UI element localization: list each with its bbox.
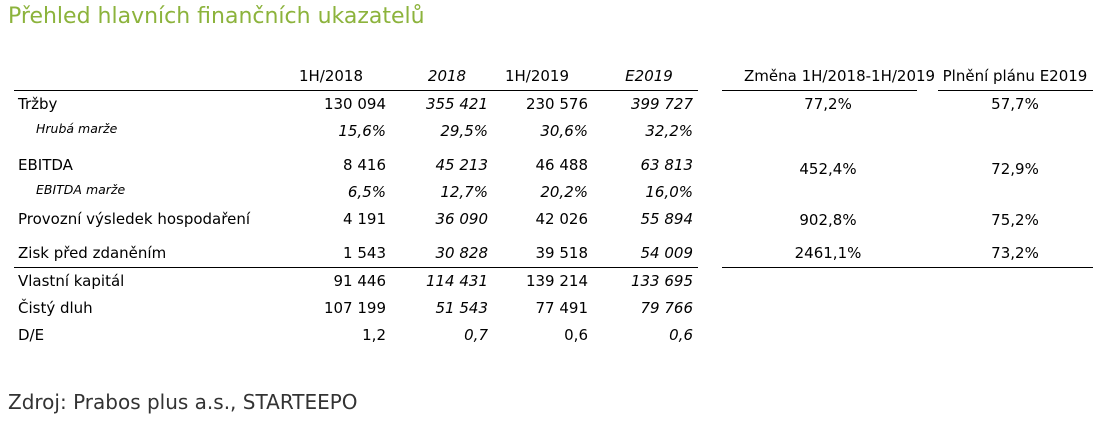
row-label-ebitda-marze: EBITDA marže (36, 182, 126, 197)
table-cell: 0,6 (564, 326, 588, 344)
table-cell: 29,5% (440, 122, 488, 140)
table-cell: 133 695 (630, 272, 693, 290)
table-cell: 45 213 (435, 156, 489, 174)
table-cell: 63 813 (640, 156, 694, 174)
table-cell: 32,2% (645, 122, 693, 140)
plan-cell: 75,2% (991, 211, 1039, 229)
row-label-provozni-vysledek: Provozní výsledek hospodaření (18, 210, 250, 228)
table-cell: 114 431 (425, 272, 488, 290)
table-cell: 20,2% (540, 183, 588, 201)
table-cell: 39 518 (535, 244, 589, 262)
table-cell: 130 094 (323, 95, 386, 113)
row-label-cisty-dluh: Čistý dluh (18, 299, 93, 317)
table-cell: 139 214 (525, 272, 588, 290)
table-cell: 15,6% (338, 122, 386, 140)
col-header-e2019: E2019 (625, 67, 673, 85)
row-label-hruba-marze: Hrubá marže (36, 121, 118, 136)
table-cell: 42 026 (535, 210, 589, 228)
change-cell: 77,2% (804, 95, 852, 113)
row-label-zisk-pred-zdanenim: Zisk před zdaněním (18, 244, 167, 262)
table-cell: 55 894 (640, 210, 694, 228)
row-label-trzby: Tržby (18, 95, 58, 113)
table-cell: 46 488 (535, 156, 589, 174)
table-cell: 4 191 (343, 210, 386, 228)
source-note: Zdroj: Prabos plus a.s., STARTEEPO (8, 390, 358, 414)
table-cell: 36 090 (435, 210, 489, 228)
header-rule-plan (938, 90, 1093, 91)
page-title: Přehled hlavních finančních ukazatelů (8, 4, 425, 29)
table-cell: 51 543 (435, 299, 489, 317)
table-cell: 399 727 (630, 95, 693, 113)
table-cell: 54 009 (640, 244, 694, 262)
table-cell: 91 446 (333, 272, 387, 290)
table-cell: 6,5% (347, 183, 386, 201)
table-cell: 30,6% (540, 122, 588, 140)
change-cell: 452,4% (799, 160, 857, 178)
col-header-plan: Plnění plánu E2019 (942, 67, 1088, 85)
table-cell: 107 199 (323, 299, 386, 317)
header-rule-main (14, 90, 698, 91)
table-cell: 0,7 (464, 326, 488, 344)
col-header-2018: 2018 (427, 67, 467, 85)
col-header-change: Změna 1H/2018-1H/2019 (744, 67, 936, 85)
change-cell: 902,8% (799, 211, 857, 229)
table-cell: 1,2 (362, 326, 386, 344)
section-rule-right (722, 267, 1093, 268)
row-label-de: D/E (18, 326, 45, 344)
plan-cell: 73,2% (991, 244, 1039, 262)
plan-cell: 72,9% (991, 160, 1039, 178)
row-label-ebitda: EBITDA (18, 156, 73, 174)
change-cell: 2461,1% (794, 244, 862, 262)
table-cell: 79 766 (640, 299, 694, 317)
table-cell: 355 421 (425, 95, 488, 113)
row-label-vlastni-kapital: Vlastní kapitál (18, 272, 125, 290)
table-cell: 0,6 (669, 326, 693, 344)
table-cell: 12,7% (440, 183, 488, 201)
table-cell: 8 416 (343, 156, 386, 174)
section-rule-main (14, 267, 698, 268)
col-header-1h2018: 1H/2018 (298, 67, 364, 85)
table-cell: 30 828 (435, 244, 489, 262)
table-cell: 16,0% (645, 183, 693, 201)
table-cell: 230 576 (525, 95, 588, 113)
col-header-1h2019: 1H/2019 (504, 67, 570, 85)
plan-cell: 57,7% (991, 95, 1039, 113)
header-rule-change (722, 90, 917, 91)
table-cell: 77 491 (535, 299, 589, 317)
table-cell: 1 543 (343, 244, 386, 262)
